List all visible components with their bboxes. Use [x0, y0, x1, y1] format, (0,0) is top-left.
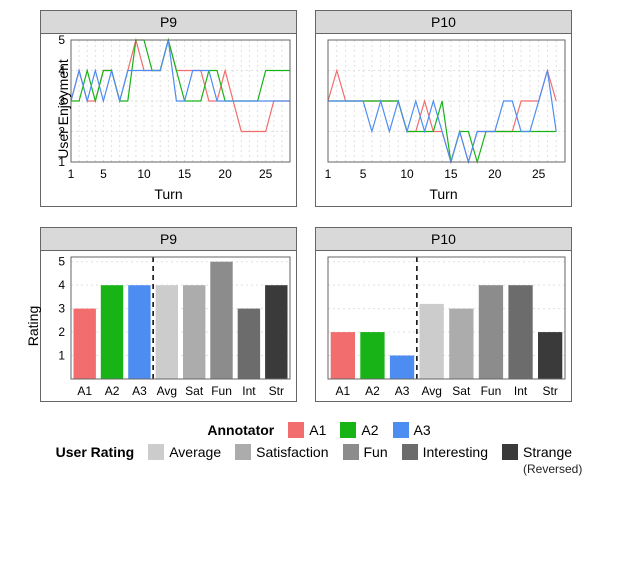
panel-header: P10	[316, 228, 571, 251]
legend-item: Fun	[343, 444, 388, 476]
svg-text:2: 2	[58, 325, 65, 339]
plot-area: RatingA1A2A3AvgSatFunIntStr12345	[41, 251, 296, 401]
svg-text:Int: Int	[514, 384, 528, 398]
svg-text:A3: A3	[395, 384, 410, 398]
svg-text:A2: A2	[105, 384, 120, 398]
bar-panel-p10: P10 A1 A2 A3 Avg Sat Fun Int Str	[315, 227, 572, 402]
legend-label: A3	[414, 422, 431, 438]
svg-text:A2: A2	[365, 384, 380, 398]
swatch-icon	[148, 444, 164, 460]
legend-item: Interesting	[402, 444, 488, 476]
x-axis-label: Turn	[316, 184, 571, 206]
legend-label: Satisfaction	[256, 444, 328, 460]
svg-text:Sat: Sat	[185, 384, 204, 398]
svg-text:10: 10	[137, 167, 151, 181]
svg-text:20: 20	[218, 167, 232, 181]
legend-item: Satisfaction	[235, 444, 328, 476]
swatch-icon	[402, 444, 418, 460]
svg-text:20: 20	[488, 167, 502, 181]
user-rating-legend-title: User Rating	[56, 444, 135, 460]
legend-label: Fun	[364, 444, 388, 460]
svg-text:10: 10	[400, 167, 414, 181]
panel-header: P9	[41, 11, 296, 34]
swatch-icon	[343, 444, 359, 460]
svg-text:25: 25	[259, 167, 273, 181]
swatch-icon	[393, 422, 409, 438]
swatch-icon	[340, 422, 356, 438]
panel-header: P10	[316, 11, 571, 34]
bar-charts-row: P9RatingA1A2A3AvgSatFunIntStr12345P10A1A…	[10, 227, 628, 402]
svg-text:5: 5	[58, 34, 65, 47]
plot-area: User Enjoyment151015202512345	[41, 34, 296, 184]
panel-header: P9	[41, 228, 296, 251]
svg-text:A3: A3	[132, 384, 147, 398]
legend-item: A1	[288, 422, 326, 438]
legend-label: Average	[169, 444, 221, 460]
legend-item: A3	[393, 422, 431, 438]
svg-text:Str: Str	[543, 384, 558, 398]
bar-panel-p9: P9RatingA1A2A3AvgSatFunIntStr12345	[40, 227, 297, 402]
svg-text:5: 5	[360, 167, 367, 181]
legend-label: A1	[309, 422, 326, 438]
legends: Annotator A1 A2 A3 User Rating Average Sati…	[10, 422, 628, 476]
svg-text:Str: Str	[269, 384, 284, 398]
svg-text:1: 1	[325, 167, 332, 181]
line-panel-p10: P101510152025Turn	[315, 10, 572, 207]
svg-text:5: 5	[100, 167, 107, 181]
line-charts-row: P9User Enjoyment151015202512345TurnP1015…	[10, 10, 628, 207]
legend-label: A2	[361, 422, 378, 438]
svg-text:Int: Int	[242, 384, 256, 398]
svg-text:Sat: Sat	[452, 384, 471, 398]
svg-text:1: 1	[58, 349, 65, 363]
svg-text:1: 1	[68, 167, 75, 181]
y-axis-label: User Enjoyment	[55, 59, 71, 159]
plot-area: 1510152025	[316, 34, 571, 184]
svg-text:Fun: Fun	[481, 384, 502, 398]
svg-text:15: 15	[178, 167, 192, 181]
svg-text:Fun: Fun	[211, 384, 232, 398]
swatch-icon	[502, 444, 518, 460]
svg-text:A1: A1	[335, 384, 350, 398]
svg-text:Avg: Avg	[157, 384, 177, 398]
swatch-icon	[288, 422, 304, 438]
legend-label: Strange(Reversed)	[523, 444, 582, 476]
y-axis-label: Rating	[25, 306, 41, 346]
annotator-legend-title: Annotator	[207, 422, 274, 438]
plot-area: A1 A2 A3 Avg Sat Fun Int Str	[316, 251, 571, 401]
x-axis-label: Turn	[41, 184, 296, 206]
svg-text:3: 3	[58, 302, 65, 316]
svg-text:4: 4	[58, 278, 65, 292]
legend-item: A2	[340, 422, 378, 438]
line-panel-p9: P9User Enjoyment151015202512345Turn	[40, 10, 297, 207]
svg-text:25: 25	[532, 167, 546, 181]
legend-label: Interesting	[423, 444, 488, 460]
svg-text:A1: A1	[77, 384, 92, 398]
legend-item: Strange(Reversed)	[502, 444, 582, 476]
swatch-icon	[235, 444, 251, 460]
svg-text:5: 5	[58, 255, 65, 269]
svg-text:Avg: Avg	[421, 384, 441, 398]
user-rating-legend: User Rating Average Satisfaction Fun Intere…	[10, 444, 628, 476]
annotator-legend: Annotator A1 A2 A3	[10, 422, 628, 438]
legend-item: Average	[148, 444, 221, 476]
svg-text:15: 15	[444, 167, 458, 181]
